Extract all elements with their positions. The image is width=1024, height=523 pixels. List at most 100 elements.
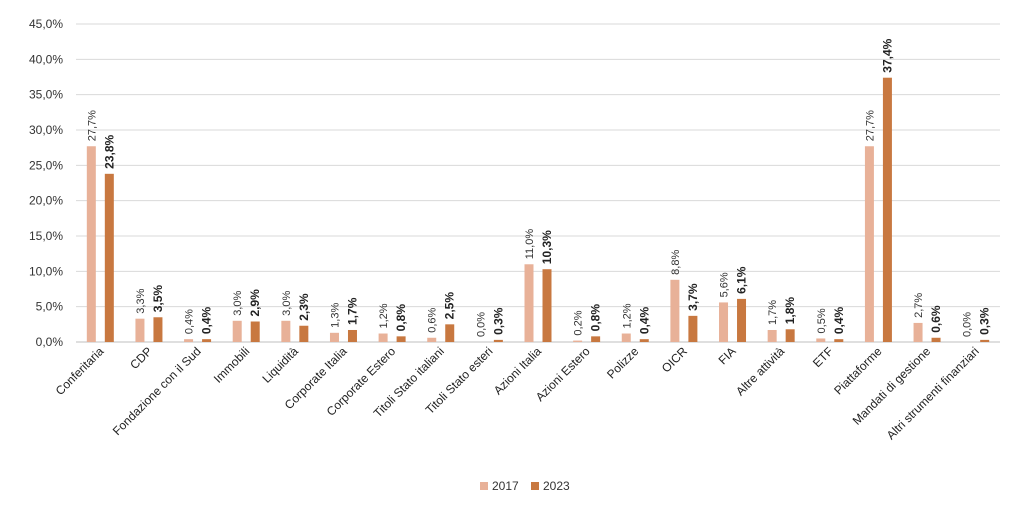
legend-label-2023: 2023 bbox=[543, 479, 570, 493]
bar-2023 bbox=[980, 339, 990, 342]
bar-2023 bbox=[591, 336, 601, 342]
data-label-2017: 27,7% bbox=[86, 110, 98, 141]
y-tick-label: 45,0% bbox=[29, 17, 63, 31]
legend-swatch-2023 bbox=[531, 482, 539, 490]
data-label-2017: 0,5% bbox=[816, 308, 828, 333]
legend-label-2017: 2017 bbox=[492, 479, 519, 493]
bar-2023 bbox=[493, 339, 503, 342]
data-label-2023: 0,4% bbox=[832, 306, 846, 334]
bar-2017 bbox=[427, 337, 437, 342]
y-axis: 0,0% 5,0% 10,0% 15,0% 20,0% 25,0% 30,0% 35,0% 40… bbox=[29, 17, 63, 349]
bar-2017 bbox=[621, 333, 631, 342]
data-label-2017: 0,0% bbox=[962, 312, 974, 337]
data-label-2023: 2,3% bbox=[297, 293, 311, 321]
bar-2017 bbox=[670, 279, 680, 342]
data-label-2023: 0,3% bbox=[978, 307, 992, 335]
data-label-2017: 3,3% bbox=[135, 288, 147, 313]
bar-2017 bbox=[86, 146, 96, 342]
y-tick-label: 35,0% bbox=[29, 88, 63, 102]
data-label-2023: 0,8% bbox=[394, 304, 408, 332]
bar-2023 bbox=[153, 317, 163, 342]
data-label-2017: 3,0% bbox=[232, 291, 244, 316]
data-label-2017: 0,6% bbox=[427, 307, 439, 332]
bar-2017 bbox=[135, 318, 145, 342]
x-category-label: Polizze bbox=[604, 344, 641, 381]
data-label-2023: 37,4% bbox=[880, 38, 894, 72]
y-tick-label: 20,0% bbox=[29, 194, 63, 208]
data-label-2023: 1,7% bbox=[345, 297, 359, 325]
y-tick-label: 30,0% bbox=[29, 123, 63, 137]
data-label-2023: 1,8% bbox=[783, 297, 797, 325]
bar-2017 bbox=[232, 320, 242, 342]
y-tick-label: 5,0% bbox=[36, 300, 64, 314]
data-label-2017: 5,6% bbox=[719, 272, 731, 297]
data-label-2023: 0,4% bbox=[200, 306, 214, 334]
data-label-2017: 0,4% bbox=[184, 309, 196, 334]
bar-2017 bbox=[767, 329, 777, 342]
bar-2017 bbox=[864, 146, 874, 342]
y-tick-label: 10,0% bbox=[29, 264, 63, 278]
bar-2023 bbox=[250, 321, 260, 342]
bar-2023 bbox=[737, 298, 747, 342]
data-label-2017: 1,3% bbox=[329, 303, 341, 328]
data-label-2023: 0,4% bbox=[637, 306, 651, 334]
x-category-label: Altri strumenti finanziari bbox=[884, 344, 982, 442]
bar-2023 bbox=[542, 269, 552, 342]
x-category-label: OICR bbox=[659, 344, 690, 375]
data-label-2017: 1,7% bbox=[767, 300, 779, 325]
y-tick-label: 25,0% bbox=[29, 158, 63, 172]
bars bbox=[86, 77, 990, 342]
bar-2017 bbox=[329, 332, 339, 342]
data-label-2017: 0,2% bbox=[573, 310, 585, 335]
x-category-label: FIA bbox=[716, 344, 739, 367]
bar-2017 bbox=[184, 339, 194, 342]
bar-2023 bbox=[347, 329, 357, 342]
bar-2023 bbox=[688, 315, 698, 342]
bar-2023 bbox=[834, 339, 844, 342]
bar-2023 bbox=[639, 339, 649, 342]
data-label-2017: 27,7% bbox=[864, 110, 876, 141]
bar-2017 bbox=[913, 322, 923, 342]
x-category-label: Liquidità bbox=[259, 344, 301, 386]
data-label-2023: 3,7% bbox=[686, 283, 700, 311]
bar-2017 bbox=[719, 302, 729, 342]
legend: 2017 2023 bbox=[480, 479, 570, 493]
data-labels: 27,7% 23,8% 3,3% 3,5% 0,4% 0,4% 3,0% 2,9% 3,0% 2,… bbox=[86, 38, 991, 337]
gridlines bbox=[76, 23, 1000, 343]
data-label-2023: 23,8% bbox=[102, 134, 116, 168]
bar-2023 bbox=[104, 173, 114, 342]
bar-2017 bbox=[816, 338, 826, 342]
bar-2023 bbox=[785, 329, 795, 342]
x-category-label: Conferitaria bbox=[53, 344, 107, 398]
bar-2023 bbox=[202, 339, 212, 342]
data-label-2023: 3,5% bbox=[151, 285, 165, 313]
bar-2023 bbox=[931, 337, 941, 342]
y-tick-label: 0,0% bbox=[36, 335, 64, 349]
data-label-2017: 1,2% bbox=[621, 303, 633, 328]
x-category-label: Altre attività bbox=[733, 344, 787, 398]
data-label-2017: 8,8% bbox=[670, 250, 682, 275]
x-category-label: CDP bbox=[127, 344, 155, 372]
data-label-2017: 3,0% bbox=[281, 291, 293, 316]
bar-2017 bbox=[281, 320, 291, 342]
bar-2023 bbox=[299, 325, 309, 342]
y-tick-label: 15,0% bbox=[29, 229, 63, 243]
bar-2017 bbox=[378, 333, 388, 342]
data-label-2017: 2,7% bbox=[913, 293, 925, 318]
data-label-2017: 0,0% bbox=[475, 312, 487, 337]
x-category-label: Fondazione con il Sud bbox=[110, 344, 204, 438]
legend-swatch-2017 bbox=[480, 482, 488, 490]
data-label-2023: 0,3% bbox=[491, 307, 505, 335]
data-label-2023: 10,3% bbox=[540, 230, 554, 264]
data-label-2023: 2,5% bbox=[443, 292, 457, 320]
x-category-label: ETF bbox=[810, 344, 836, 370]
y-tick-label: 40,0% bbox=[29, 52, 63, 66]
bar-2023 bbox=[396, 336, 406, 342]
bar-2017 bbox=[524, 264, 534, 342]
data-label-2023: 2,9% bbox=[248, 289, 262, 317]
bar-2023 bbox=[445, 324, 455, 342]
x-category-label: Immobili bbox=[211, 344, 252, 385]
data-label-2017: 1,2% bbox=[378, 303, 390, 328]
